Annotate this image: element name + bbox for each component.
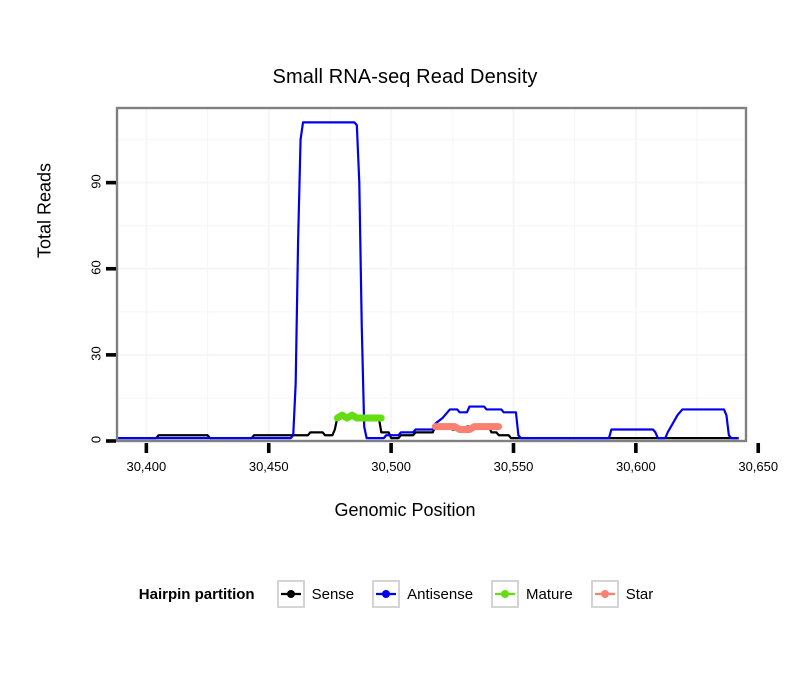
x-tick-label: 30,600	[615, 459, 656, 474]
series-point-mature	[377, 414, 385, 422]
legend-entry-sense[interactable]: Sense	[276, 580, 369, 608]
series-point-mature	[338, 411, 346, 419]
legend-label: Antisense	[407, 585, 474, 603]
chart-legend: Hairpin partition Sense Antisense Mature St…	[0, 580, 810, 608]
series-point-star	[475, 423, 483, 431]
series-point-star	[441, 423, 449, 431]
x-axis-title: Genomic Position	[334, 500, 476, 520]
legend-entry-star[interactable]: Star	[590, 580, 668, 608]
legend-label: Star	[625, 585, 654, 603]
panel-border	[115, 106, 748, 443]
series-point-mature	[333, 414, 341, 422]
series-point-star	[446, 423, 454, 431]
series-line-sense	[117, 416, 739, 440]
y-tick-label: 0	[88, 435, 104, 444]
x-tick-label: 30,500	[371, 459, 411, 474]
panel-background	[117, 108, 746, 441]
series-point-mature	[363, 414, 371, 422]
series-point-star	[485, 423, 493, 431]
series-point-mature	[358, 414, 366, 422]
series-point-mature	[348, 411, 356, 419]
line-point-icon	[590, 580, 619, 608]
series-point-star	[436, 423, 444, 431]
series-point-mature	[368, 414, 375, 422]
chart-title: Small RNA-seq Read Density	[272, 66, 538, 88]
series-point-star	[480, 423, 488, 431]
legend-title: Hairpin partition	[138, 585, 255, 603]
series-line-antisense	[117, 121, 739, 440]
y-tick-label: 30	[88, 346, 104, 361]
series-point-star	[456, 426, 464, 433]
series-point-mature	[343, 414, 351, 422]
legend-entry-antisense[interactable]: Antisense	[372, 580, 487, 608]
series-point-star	[461, 426, 468, 433]
series-point-star	[470, 423, 478, 431]
series-point-mature	[353, 414, 361, 422]
line-point-icon	[491, 580, 520, 608]
y-tick-label: 60	[88, 260, 104, 275]
series-point-star	[495, 423, 503, 431]
y-tick-label: 90	[88, 173, 104, 189]
series-point-star	[431, 423, 439, 431]
series-point-star	[490, 423, 498, 431]
series-point-mature	[373, 414, 380, 422]
legend-label: Sense	[311, 585, 355, 603]
x-tick-label: 30,400	[126, 459, 167, 474]
line-point-icon	[372, 580, 401, 608]
legend-label: Mature	[526, 585, 573, 603]
line-point-icon	[276, 580, 305, 608]
series-point-star	[466, 426, 473, 433]
x-tick-label: 30,550	[493, 459, 534, 474]
x-tick-label: 30,650	[738, 459, 779, 474]
series-point-star	[451, 423, 459, 431]
legend-entries: Sense Antisense Mature Star	[276, 580, 672, 608]
legend-entry-mature[interactable]: Mature	[491, 580, 587, 608]
x-tick-label: 30,450	[248, 459, 289, 474]
